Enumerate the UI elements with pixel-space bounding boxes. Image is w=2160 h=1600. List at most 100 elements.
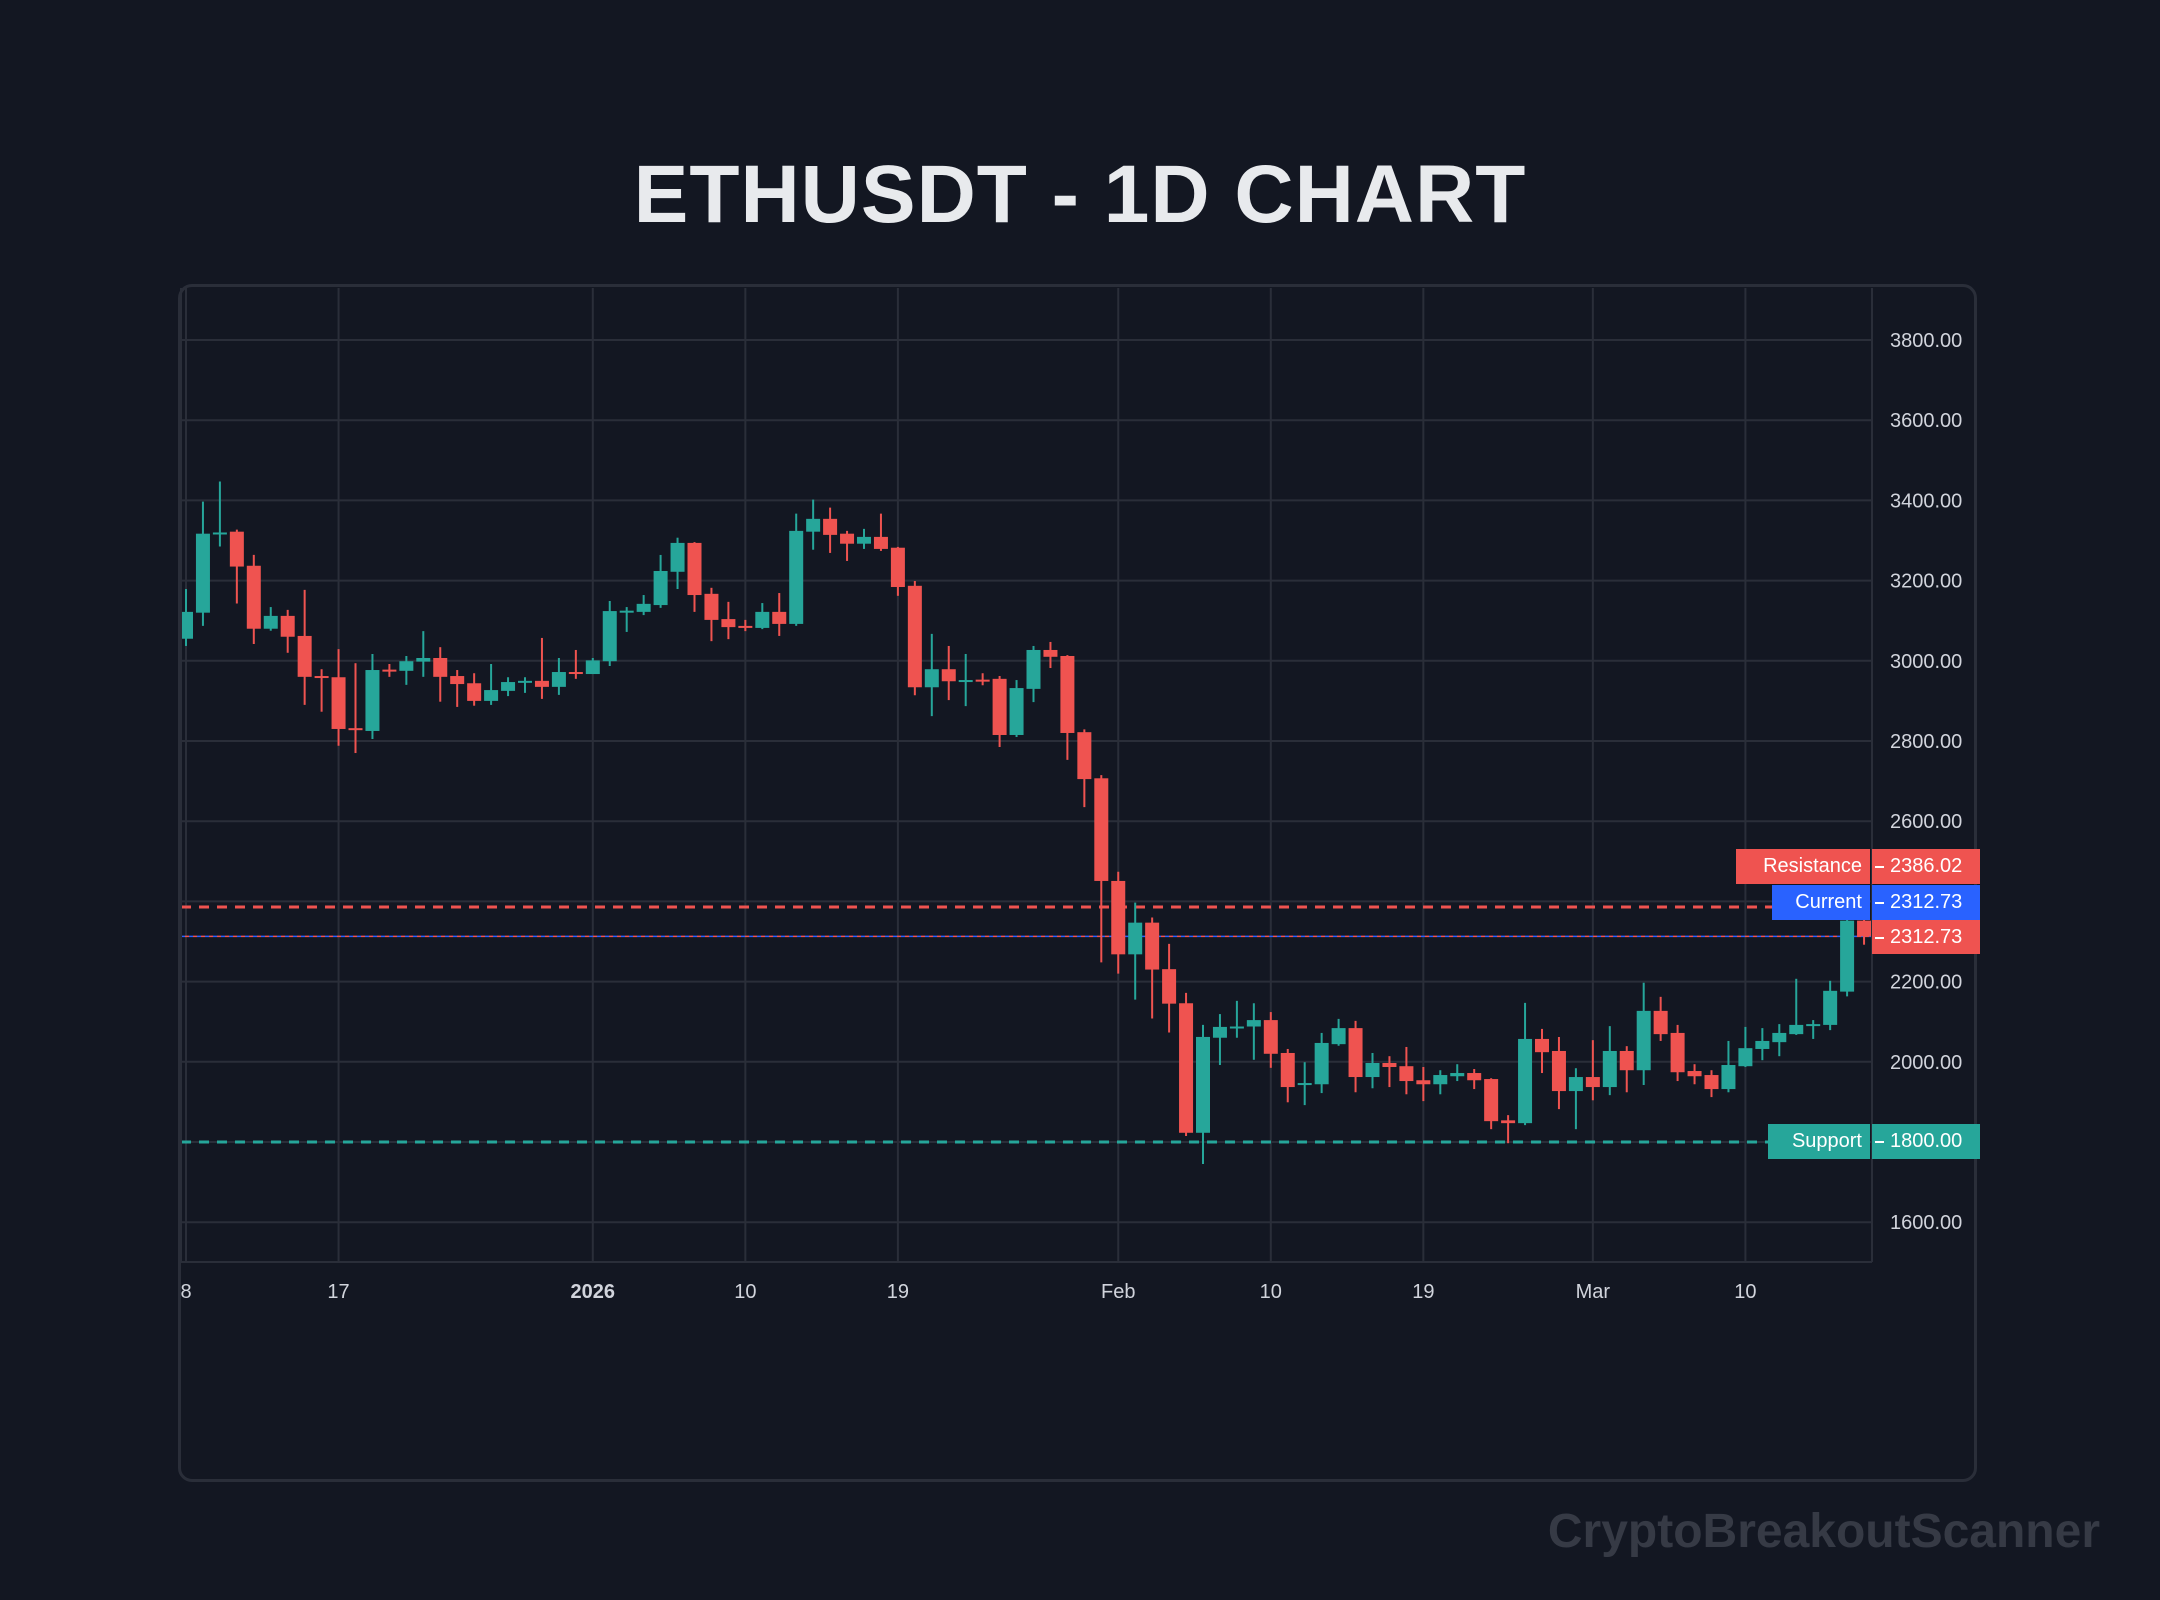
candle-body: [1619, 1050, 1634, 1071]
candle: [1060, 655, 1075, 760]
candle-body: [399, 661, 414, 671]
candle: [1263, 1012, 1278, 1068]
candle: [1840, 907, 1855, 997]
candle: [181, 589, 193, 646]
candle: [1145, 917, 1160, 1019]
candle: [1653, 996, 1668, 1041]
candle-body: [941, 669, 956, 682]
candle-body: [181, 611, 193, 639]
candle: [484, 664, 499, 705]
candle-body: [1111, 880, 1126, 955]
y-tick-label: 2000.00: [1890, 1052, 1962, 1074]
candle: [619, 607, 634, 632]
candle-body: [551, 672, 566, 687]
candle-body: [1585, 1077, 1600, 1088]
candle: [1399, 1046, 1414, 1095]
candle: [890, 546, 905, 596]
candle: [721, 601, 736, 640]
candle: [382, 664, 397, 677]
y-tick-label: 3600.00: [1890, 410, 1962, 432]
candle-body: [653, 570, 668, 606]
candle: [195, 501, 210, 626]
candle-body: [873, 536, 888, 549]
candle: [1331, 1018, 1346, 1046]
candle: [1602, 1026, 1617, 1096]
candle: [1229, 1000, 1244, 1038]
candle-body: [1212, 1026, 1227, 1038]
candle-body: [704, 593, 719, 620]
candle: [653, 554, 668, 608]
candle-body: [907, 585, 922, 688]
candle-body: [992, 678, 1007, 735]
candle-body: [433, 657, 448, 677]
candle-body: [246, 565, 261, 629]
candle: [280, 609, 295, 653]
candle-body: [1399, 1066, 1414, 1082]
candle-body: [1602, 1050, 1617, 1088]
candle: [1043, 641, 1058, 669]
candle: [1806, 1020, 1821, 1039]
candle-body: [602, 611, 617, 662]
candle-body: [297, 635, 312, 677]
candle-body: [721, 619, 736, 628]
candle: [1297, 1062, 1312, 1106]
candle: [1365, 1052, 1380, 1089]
candle: [1551, 1036, 1566, 1110]
candle-body: [1145, 922, 1160, 970]
current-value: 2312.73: [1872, 885, 1980, 920]
candle: [1823, 980, 1838, 1031]
candle-body: [1755, 1040, 1770, 1049]
candle: [823, 507, 838, 553]
candle: [297, 589, 312, 705]
x-tick-label: 10: [1734, 1281, 1756, 1303]
candle: [263, 607, 278, 631]
candle-body: [1501, 1120, 1516, 1124]
candle: [941, 645, 956, 701]
candle: [857, 528, 871, 549]
candle: [704, 587, 719, 642]
candle: [1348, 1020, 1363, 1093]
x-tick-label: 10: [734, 1281, 756, 1303]
candle: [450, 670, 465, 707]
candle-body: [467, 683, 482, 701]
candle-body: [789, 530, 804, 624]
candle: [1568, 1068, 1583, 1130]
last-price-value: 2312.73: [1872, 920, 1980, 954]
candle-body: [1246, 1020, 1261, 1027]
candle: [1772, 1024, 1787, 1057]
candle: [331, 649, 346, 746]
candle-body: [975, 679, 990, 682]
candle: [602, 601, 617, 667]
y-tick-label: 3400.00: [1890, 490, 1962, 512]
candle-body: [1314, 1042, 1329, 1085]
candle-body: [1568, 1077, 1583, 1092]
candle: [772, 593, 787, 636]
candle-body: [1823, 990, 1838, 1025]
candle-body: [534, 680, 549, 687]
candle-body: [1229, 1026, 1244, 1029]
candle: [1636, 982, 1651, 1086]
candle: [246, 554, 261, 644]
candle-body: [1009, 688, 1024, 735]
candle-body: [823, 518, 838, 535]
candle-body: [229, 531, 244, 567]
candle-body: [484, 690, 499, 701]
candle: [806, 499, 821, 550]
candle: [1280, 1048, 1295, 1103]
y-tick-label: 3000.00: [1890, 651, 1962, 673]
candle-body: [416, 657, 431, 662]
resistance-value: 2386.02: [1872, 849, 1980, 884]
candle-body: [890, 547, 905, 588]
candle-body: [212, 532, 227, 535]
candle: [212, 481, 227, 547]
candle: [1212, 1014, 1227, 1066]
candle-body: [1738, 1048, 1753, 1067]
candle: [1789, 978, 1804, 1035]
candle: [1314, 1032, 1329, 1094]
candle: [1670, 1024, 1685, 1082]
candle-body: [1365, 1063, 1380, 1078]
candle-body: [1162, 969, 1177, 1004]
candle-body: [518, 680, 532, 683]
candle-body: [280, 615, 295, 637]
